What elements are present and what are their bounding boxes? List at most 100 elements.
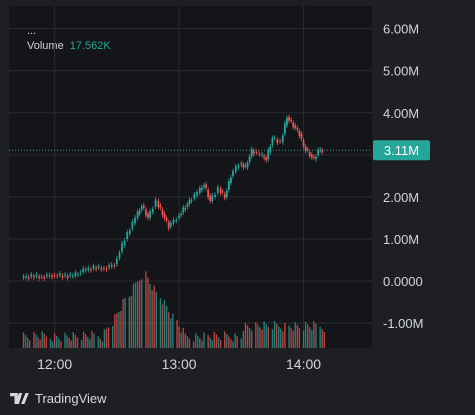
volume-bar	[273, 321, 276, 348]
volume-bar	[74, 334, 77, 348]
volume-bar	[58, 338, 60, 348]
volume-bar	[161, 304, 164, 348]
candle-body	[310, 154, 313, 158]
candle-body	[105, 268, 108, 270]
volume-bar	[296, 325, 299, 348]
candle-body	[115, 258, 118, 265]
volume-bar	[309, 327, 311, 348]
candle-body	[25, 276, 28, 278]
candle-body	[261, 154, 263, 156]
candle-body	[201, 187, 203, 190]
volume-bar	[93, 333, 95, 348]
volume-bar	[103, 329, 106, 348]
volume-bar	[45, 336, 48, 348]
candle-body	[74, 272, 77, 277]
volume-bar	[213, 331, 216, 348]
candle-body	[77, 274, 79, 276]
candle-body	[271, 138, 274, 146]
volume-bar	[24, 335, 27, 348]
candle-body	[71, 275, 74, 277]
candle-body	[110, 264, 113, 267]
candle-body	[35, 274, 38, 277]
legend-ellipsis[interactable]: ...	[27, 25, 37, 37]
candle-body	[136, 211, 139, 218]
volume-bar	[263, 321, 265, 348]
volume-bar	[257, 324, 259, 348]
volume-bar	[280, 328, 282, 348]
volume-bar	[89, 339, 91, 348]
candle-body	[267, 149, 270, 160]
volume-bar	[85, 334, 87, 348]
volume-bar	[201, 340, 203, 348]
candle-body	[308, 152, 311, 156]
candle-body	[121, 243, 123, 252]
volume-bar	[124, 297, 126, 348]
volume-bar	[29, 340, 31, 348]
volume-bar	[323, 331, 325, 348]
volume-bar	[292, 330, 294, 348]
candle-body	[219, 188, 222, 194]
volume-bar	[178, 326, 180, 348]
brand-footer[interactable]: TradingView	[10, 391, 107, 406]
volume-bar	[70, 340, 72, 348]
candle-body	[302, 140, 305, 147]
volume-bar	[271, 329, 274, 348]
candle-body	[319, 149, 322, 151]
volume-bar	[128, 296, 131, 348]
y-tick-label: 6.00M	[383, 22, 419, 37]
candle-body	[306, 149, 309, 151]
volume-bar	[97, 336, 99, 348]
candle-body	[265, 157, 268, 161]
candle-body	[100, 268, 103, 270]
volume-bar	[275, 323, 278, 348]
candle-body	[246, 163, 249, 168]
candle-body	[292, 122, 295, 128]
volume-bar	[64, 332, 66, 348]
candle-body	[53, 275, 56, 277]
candle-body	[216, 187, 219, 193]
volume-bar	[217, 337, 220, 348]
volume-bar	[68, 337, 70, 348]
candle-body	[196, 192, 198, 196]
candle-body	[40, 276, 43, 278]
plot-area[interactable]: ... Volume 17.562K	[9, 6, 372, 348]
volume-bar	[211, 340, 213, 348]
candle-body	[276, 139, 279, 143]
last-price-tag[interactable]	[373, 140, 430, 161]
volume-bar	[176, 320, 178, 348]
candle-body	[286, 117, 288, 126]
candle-body	[242, 164, 245, 168]
candle-body	[190, 200, 193, 202]
candle-body	[269, 146, 272, 153]
volume-bar	[168, 312, 170, 348]
candle-body	[87, 268, 90, 270]
volume-bar	[228, 336, 230, 348]
candle-body	[154, 199, 157, 207]
candle-body	[227, 180, 230, 190]
candle-body	[232, 171, 234, 176]
candle-body	[298, 131, 301, 136]
candle-body	[205, 184, 207, 188]
candle-body	[61, 275, 64, 278]
tradingview-logo-icon	[10, 393, 29, 404]
candle-body	[273, 137, 276, 139]
candle-body	[90, 269, 92, 271]
volume-bar	[76, 337, 79, 348]
x-tick-label: 13:00	[162, 356, 197, 372]
x-tick-label: 12:00	[37, 356, 72, 372]
volume-bar	[120, 311, 122, 348]
candle-body	[142, 205, 145, 208]
candle-body	[225, 190, 228, 197]
candle-body	[131, 221, 134, 229]
volume-bar	[246, 325, 249, 348]
volume-bar	[194, 333, 197, 348]
candle-body	[221, 191, 224, 193]
candle-body	[145, 209, 147, 216]
candle-body	[84, 269, 87, 271]
volume-bar	[234, 333, 236, 348]
candle-body	[43, 276, 46, 279]
volume-bar	[101, 341, 104, 348]
candle-body	[281, 135, 284, 143]
candle-body	[255, 152, 258, 154]
